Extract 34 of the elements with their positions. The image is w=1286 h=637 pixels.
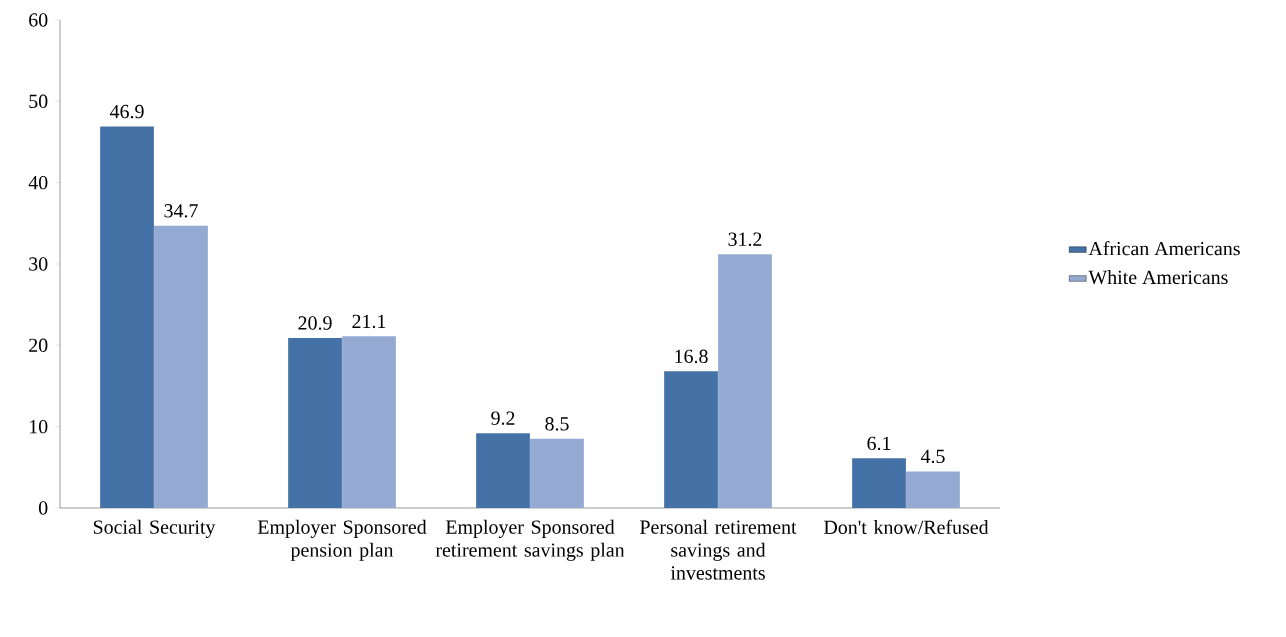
bar: [664, 371, 718, 508]
x-tick-label: Employer Sponsored retirement savings plan: [435, 519, 625, 561]
y-tick-label: 10: [29, 419, 48, 434]
bar: [852, 458, 906, 508]
data-label: 20.9: [298, 316, 332, 330]
y-tick-label: 30: [29, 257, 48, 271]
y-tick-label: 20: [29, 338, 48, 353]
bar: [718, 254, 772, 508]
y-tick-label: 60: [29, 13, 48, 27]
bar: [154, 225, 208, 508]
data-label: 8.5: [545, 417, 569, 431]
x-tick-label: Personal retirement savings and investments: [640, 519, 797, 580]
y-tick-label: 40: [28, 175, 48, 190]
bar: [288, 338, 342, 508]
data-label: 31.2: [728, 232, 762, 247]
x-tick-label: Don't know/Refused: [823, 519, 989, 535]
data-label: 9.2: [491, 411, 515, 425]
y-tick-label: 50: [29, 94, 48, 109]
bar: [530, 438, 584, 508]
data-label: 21.1: [352, 314, 386, 329]
data-label: 6.1: [867, 436, 891, 451]
bar: [906, 471, 960, 508]
x-tick-label: Employer Sponsored pension plan: [257, 519, 427, 561]
legend-label: White Americans: [1088, 270, 1228, 285]
legend-label: African Americans: [1088, 241, 1240, 256]
data-label: 16.8: [675, 349, 708, 364]
x-tick-label: Social Security: [93, 519, 216, 538]
y-tick-label: 0: [38, 501, 48, 515]
bar: [100, 126, 154, 508]
bar: [476, 433, 530, 508]
data-label: 34.7: [164, 204, 198, 218]
data-label: 4.5: [920, 449, 945, 464]
bar: [342, 336, 396, 508]
data-label: 46.9: [109, 104, 144, 119]
